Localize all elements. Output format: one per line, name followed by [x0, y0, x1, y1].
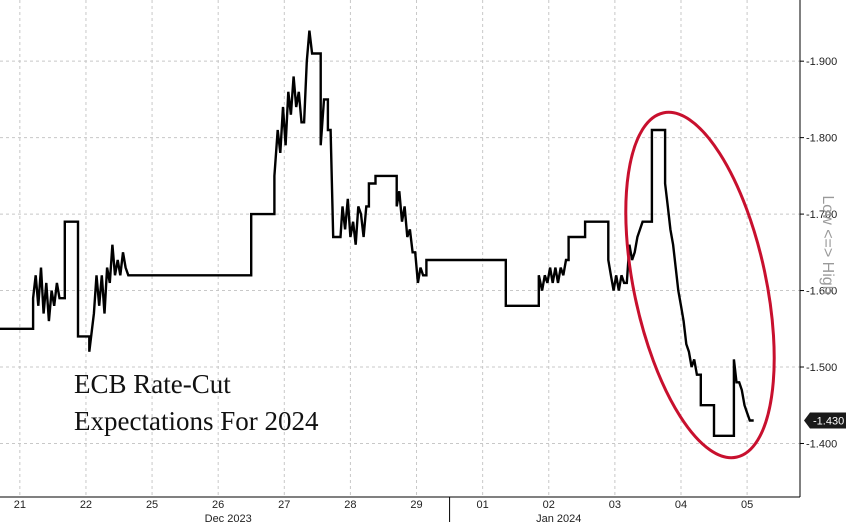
- last-value-label: -1.430: [813, 416, 844, 428]
- gridlines: [0, 0, 800, 497]
- y-tick-label: -1.500: [806, 362, 837, 374]
- chart-title-line-1: ECB Rate-Cut: [74, 369, 231, 399]
- chart-title-line-2: Expectations For 2024: [74, 406, 319, 436]
- axes: [0, 0, 801, 498]
- x-tick-label: 22: [80, 499, 92, 511]
- x-tick-label: 29: [410, 499, 422, 511]
- series-layer: [0, 30, 754, 437]
- x-tick-label: 27: [278, 499, 290, 511]
- x-tick-label: 25: [146, 499, 158, 511]
- x-tick-label: 28: [344, 499, 356, 511]
- last-value-marker: -1.430: [804, 412, 846, 429]
- month-label: Jan 2024: [536, 513, 581, 525]
- series-line: [0, 30, 754, 437]
- x-tick-label: 26: [212, 499, 224, 511]
- y-tick-label: -1.800: [806, 133, 837, 145]
- y-tick-label: -1.900: [806, 56, 837, 68]
- x-tick-label: 05: [741, 499, 753, 511]
- x-tick-label: 04: [675, 499, 687, 511]
- y-tick-label: -1.400: [806, 438, 837, 450]
- highlight-ellipse: [624, 110, 776, 460]
- x-tick-label: 21: [14, 499, 26, 511]
- last-value-box: [804, 412, 846, 429]
- y-tick-labels: -1.900 -1.800 -1.700 -1.600 -1.500 -1.400: [800, 56, 837, 450]
- x-tick-label: 02: [543, 499, 555, 511]
- x-tick-label: 01: [477, 499, 489, 511]
- x-tick-label: 03: [609, 499, 621, 511]
- y-tick-label: -1.600: [806, 286, 837, 298]
- month-label: Dec 2023: [205, 513, 252, 525]
- right-axis-label: Low <=> High: [819, 195, 836, 294]
- y-tick-label: -1.700: [806, 209, 837, 221]
- x-tick-labels: 21 22 25 26 27 28 29 01 02 03 04 05 Dec 2023 Jan 2024: [14, 497, 753, 525]
